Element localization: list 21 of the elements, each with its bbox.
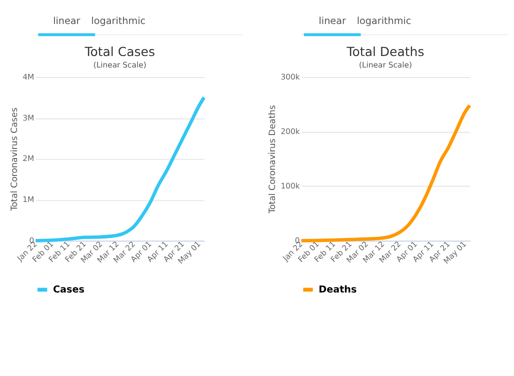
text: logarithmic (356, 16, 412, 28)
y-axis-title: Total Coronavirus Deaths (268, 104, 278, 214)
line-series (300, 104, 472, 242)
y-tick-label: 200k (280, 126, 300, 136)
chart-subtitle: (Linear Scale) (358, 60, 412, 70)
chart-subtitle: (Linear Scale) (93, 60, 146, 70)
legend-label: Cases (52, 284, 85, 296)
y-tick-label: 2M (22, 154, 34, 164)
y-tick-label: 300k (280, 72, 300, 82)
y-tick-label: 4M (22, 72, 34, 82)
y-tick-label: 3M (22, 113, 34, 122)
text: linear (318, 16, 346, 28)
legend-label: Deaths (318, 284, 358, 296)
y-tick-label: 1M (22, 195, 34, 204)
text: logarithmic (91, 16, 146, 28)
line-series (34, 96, 206, 242)
chart-title: Total Deaths (346, 44, 424, 59)
y-axis-title: Total Coronavirus Cases (10, 107, 20, 212)
chart-title: Total Cases (84, 44, 155, 59)
text: linear (53, 16, 80, 28)
y-tick-label: 100k (280, 181, 300, 190)
